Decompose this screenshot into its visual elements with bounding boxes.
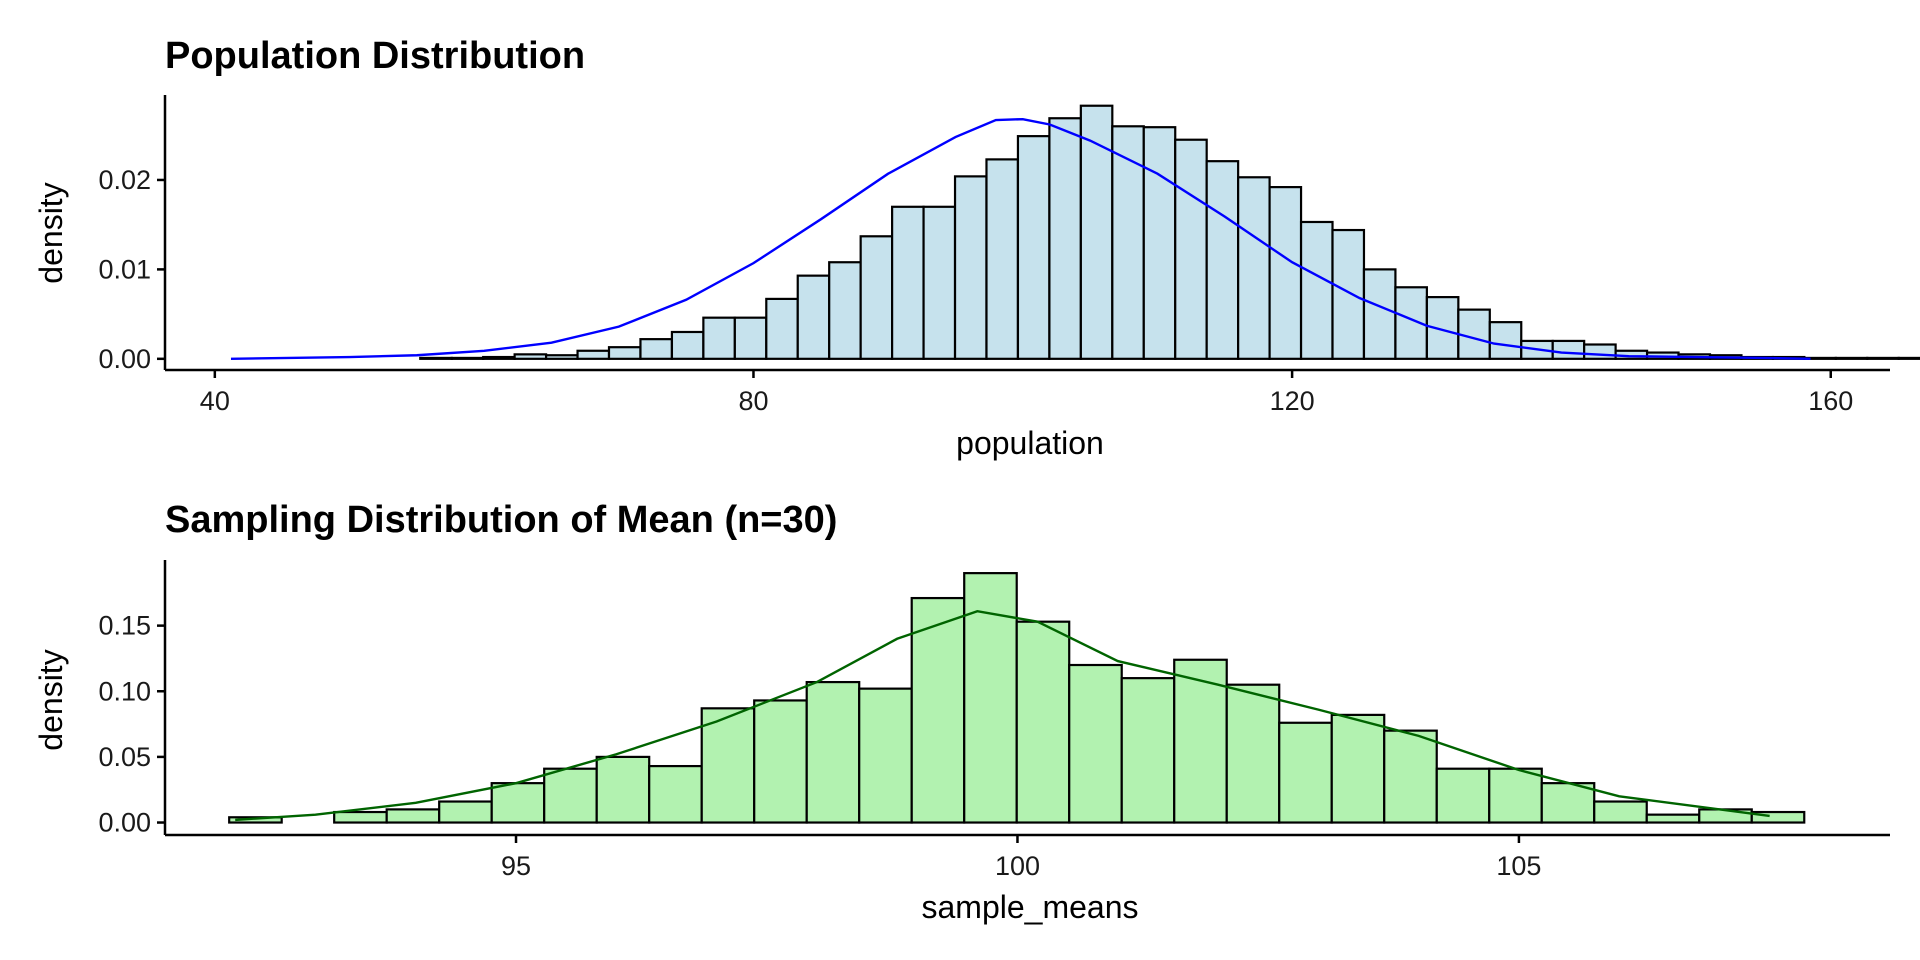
histogram-bar xyxy=(1111,125,1145,360)
histogram-bar xyxy=(1834,356,1869,360)
histogram-bar xyxy=(1583,343,1617,360)
histogram-bar xyxy=(1142,126,1177,360)
population-histogram-panel: Population Distribution density populati… xyxy=(33,35,1920,461)
histogram-bar xyxy=(482,355,516,360)
histogram-bar xyxy=(228,816,283,824)
axes: 0.00 0.05 0.10 0.15 95 100 105 xyxy=(98,560,1890,881)
histogram-bar xyxy=(576,349,611,360)
histogram-bar xyxy=(670,330,705,360)
x-tick-label: 105 xyxy=(1496,851,1541,881)
histogram-bar xyxy=(1016,135,1051,360)
histogram-bar xyxy=(513,353,548,360)
histogram-bar xyxy=(419,356,453,360)
histogram-bar xyxy=(1593,800,1648,824)
histogram-bar xyxy=(700,707,756,824)
histogram-bar xyxy=(544,354,579,360)
histogram-bar xyxy=(1331,228,1366,360)
histogram-bar xyxy=(1540,782,1596,824)
histogram-bar xyxy=(450,356,485,360)
histogram-bar xyxy=(963,572,1018,824)
histogram-bar xyxy=(1205,160,1240,360)
y-tick-label: 0.05 xyxy=(98,742,151,772)
histogram-bar xyxy=(828,261,862,360)
histogram-bar xyxy=(490,782,546,824)
y-tick-label: 0.00 xyxy=(98,344,151,374)
chart-title: Sampling Distribution of Mean (n=30) xyxy=(165,499,837,541)
x-tick-label: 120 xyxy=(1270,386,1315,416)
histogram-bar xyxy=(753,699,808,824)
histogram-bar xyxy=(1488,767,1543,824)
histogram-bar xyxy=(858,687,913,824)
histogram-bar xyxy=(859,235,894,360)
sample-means-histogram-panel: Sampling Distribution of Mean (n=30) den… xyxy=(33,499,1890,925)
histogram-bar xyxy=(891,205,925,360)
histogram-bar xyxy=(922,205,957,360)
x-axis-label: sample_means xyxy=(922,889,1139,925)
histogram-bar xyxy=(733,316,768,360)
histogram-bar xyxy=(805,680,861,824)
histogram-bar xyxy=(1750,810,1806,824)
x-axis-label: population xyxy=(956,425,1104,461)
histogram-bar xyxy=(648,764,703,824)
x-tick-label: 95 xyxy=(501,851,531,881)
histogram-bar xyxy=(1068,663,1123,824)
x-tick-label: 80 xyxy=(738,386,768,416)
histogram-bar xyxy=(1435,767,1491,824)
histogram-bar xyxy=(953,175,988,360)
chart-title: Population Distribution xyxy=(165,35,585,77)
histogram-bar xyxy=(543,767,598,824)
y-tick-label: 0.00 xyxy=(98,808,151,838)
histogram-bar xyxy=(1383,729,1438,824)
histogram-bar xyxy=(1551,339,1586,360)
histogram-bar xyxy=(385,808,441,824)
bars xyxy=(228,572,1806,824)
axes: 0.00 0.01 0.02 40 80 120 160 xyxy=(98,95,1890,416)
histogram-bar xyxy=(1488,321,1523,360)
histogram-bar xyxy=(1278,721,1333,824)
histogram-bar xyxy=(985,158,1020,360)
y-tick-label: 0.10 xyxy=(98,676,151,706)
y-tick-label: 0.15 xyxy=(98,611,151,641)
bars xyxy=(419,104,1920,360)
histogram-bar xyxy=(1299,220,1334,360)
x-tick-label: 40 xyxy=(200,386,230,416)
y-axis-label: density xyxy=(33,649,69,750)
histogram-bar xyxy=(1225,683,1281,824)
histogram-bar xyxy=(333,810,388,824)
histogram-bar xyxy=(1237,176,1271,360)
histogram-bar xyxy=(765,297,799,360)
density-curve-group xyxy=(230,117,1811,361)
histogram-bar xyxy=(607,346,642,360)
histogram-bar xyxy=(1866,356,1900,360)
histogram-bar xyxy=(1015,620,1071,824)
histogram-bar xyxy=(1897,356,1920,360)
histogram-bar xyxy=(639,338,674,360)
density-curve xyxy=(235,609,1770,822)
y-tick-label: 0.01 xyxy=(98,254,151,284)
histogram-bar xyxy=(438,800,493,824)
histogram-bar xyxy=(702,316,736,360)
y-tick-label: 0.02 xyxy=(98,165,151,195)
density-curve xyxy=(230,117,1811,361)
histogram-bar xyxy=(1330,713,1386,824)
histogram-bar xyxy=(1048,117,1082,360)
histogram-bar xyxy=(1174,138,1208,360)
y-axis-label: density xyxy=(33,182,69,283)
histogram-bar xyxy=(796,274,831,360)
density-curve-group xyxy=(235,609,1770,822)
histogram-bar xyxy=(1268,186,1303,360)
x-tick-label: 160 xyxy=(1808,386,1853,416)
histogram-bar xyxy=(1120,677,1176,824)
histogram-bar xyxy=(1645,813,1701,824)
histogram-bar xyxy=(595,755,651,824)
x-tick-label: 100 xyxy=(995,851,1040,881)
histogram-bar xyxy=(1362,268,1397,360)
